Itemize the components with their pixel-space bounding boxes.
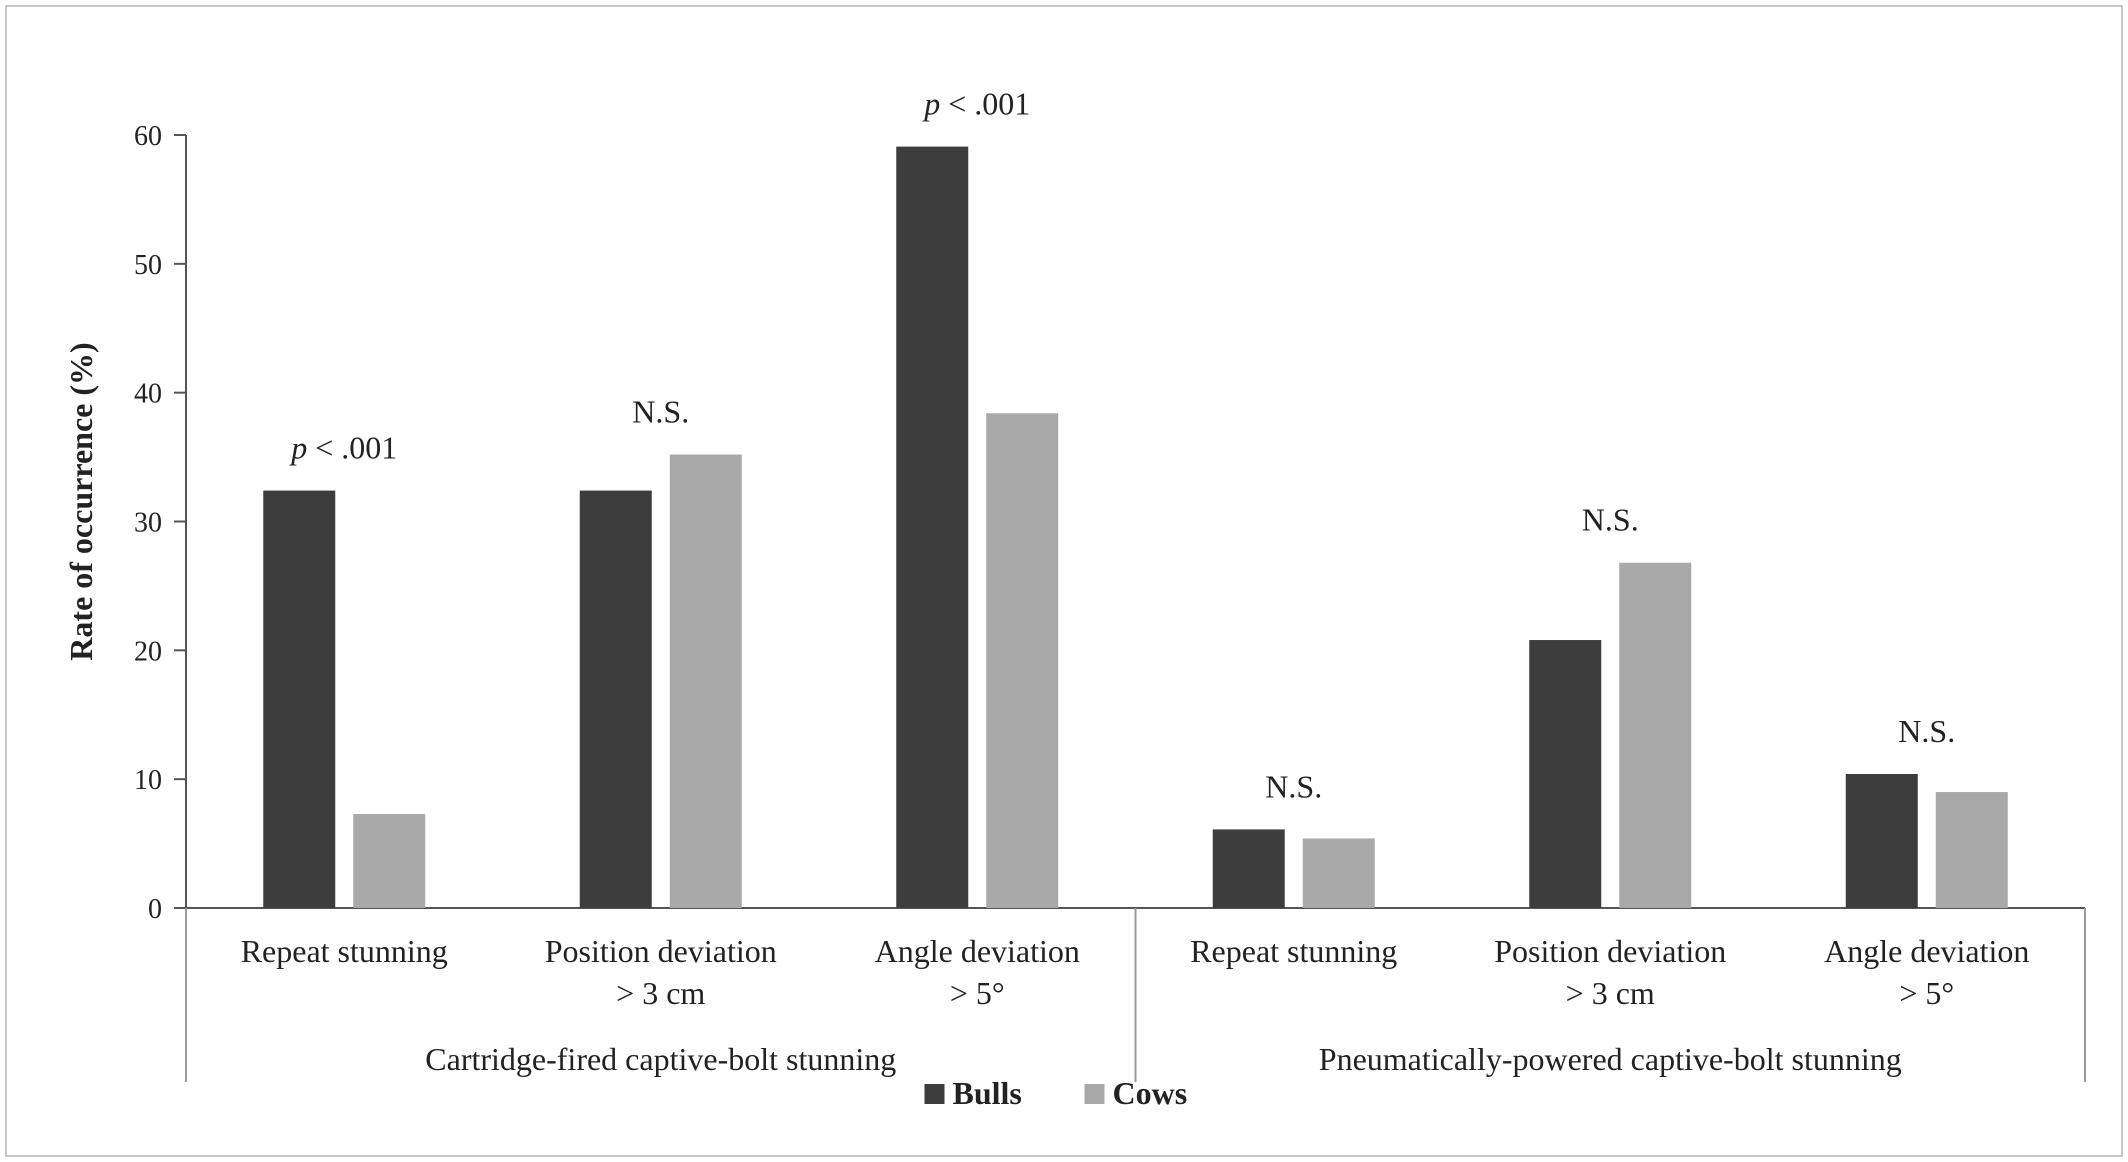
category-label-line: Angle deviation bbox=[875, 933, 1080, 969]
significance-p-symbol: p bbox=[289, 430, 315, 466]
axes: 0 10 20 30 40 50 60 Rate of occurrence (%) bbox=[63, 121, 2086, 1082]
significance-value: < .001 bbox=[948, 86, 1030, 122]
y-tick-label: 20 bbox=[134, 636, 162, 667]
significance-value: N.S. bbox=[632, 394, 689, 430]
significance-label: p < .001 bbox=[922, 86, 1030, 122]
y-tick-label: 30 bbox=[134, 508, 162, 539]
bar-bulls-4 bbox=[1529, 640, 1602, 908]
bar-bulls-3 bbox=[1212, 829, 1285, 908]
labels: Repeat stunning Position deviation > 3 cm A… bbox=[241, 86, 2030, 1077]
significance-label: N.S. bbox=[1582, 502, 1639, 538]
category-label: Position deviation > 3 cm bbox=[545, 933, 777, 1011]
bar-bulls-2 bbox=[896, 146, 969, 909]
significance-value: N.S. bbox=[1582, 502, 1639, 538]
category-label-line: Position deviation bbox=[1494, 933, 1726, 969]
bar-bulls-0 bbox=[263, 490, 336, 908]
legend-label-bulls: Bulls bbox=[953, 1075, 1022, 1111]
significance-p-symbol: p bbox=[922, 86, 948, 122]
y-tick-label: 0 bbox=[148, 894, 162, 925]
chart-frame bbox=[5, 5, 2123, 1157]
bar-cows-5 bbox=[1935, 792, 2008, 908]
bar-cows-1 bbox=[669, 454, 742, 908]
category-label: Position deviation > 3 cm bbox=[1494, 933, 1726, 1011]
category-label-line: > 5° bbox=[950, 975, 1005, 1011]
bar-bulls-5 bbox=[1845, 774, 1918, 908]
category-label-line: Repeat stunning bbox=[241, 933, 448, 969]
legend: Bulls Cows bbox=[924, 1075, 1188, 1111]
category-label-line: Position deviation bbox=[545, 933, 777, 969]
bar-cows-0 bbox=[353, 813, 426, 908]
legend-swatch-cows bbox=[1084, 1084, 1105, 1104]
category-label: Angle deviation > 5° bbox=[875, 933, 1080, 1011]
bar-cows-3 bbox=[1302, 838, 1375, 908]
y-tick-label: 10 bbox=[134, 765, 162, 796]
category-label: Repeat stunning bbox=[1190, 933, 1397, 969]
significance-label: N.S. bbox=[632, 394, 689, 430]
bar-cows-2 bbox=[986, 413, 1059, 908]
category-label-line: Repeat stunning bbox=[1190, 933, 1397, 969]
category-label-line: > 5° bbox=[1899, 975, 1954, 1011]
group-label: Cartridge-fired captive-bolt stunning bbox=[425, 1041, 896, 1077]
bar-bulls-1 bbox=[579, 490, 652, 908]
significance-value: N.S. bbox=[1265, 768, 1322, 804]
bars bbox=[263, 146, 2008, 909]
group-label: Pneumatically-powered captive-bolt stunn… bbox=[1319, 1041, 1902, 1077]
category-label: Repeat stunning bbox=[241, 933, 448, 969]
significance-label: N.S. bbox=[1265, 768, 1322, 804]
legend-label-cows: Cows bbox=[1113, 1075, 1188, 1111]
significance-value: N.S. bbox=[1898, 713, 1955, 749]
y-tick-label: 40 bbox=[134, 379, 162, 410]
significance-label: p < .001 bbox=[289, 430, 397, 466]
bar-cows-4 bbox=[1619, 562, 1692, 908]
category-label-line: > 3 cm bbox=[1566, 975, 1655, 1011]
legend-swatch-bulls bbox=[924, 1084, 945, 1104]
category-label: Angle deviation > 5° bbox=[1824, 933, 2029, 1011]
y-tick-label: 60 bbox=[134, 121, 162, 152]
significance-value: < .001 bbox=[315, 430, 397, 466]
category-label-line: Angle deviation bbox=[1824, 933, 2029, 969]
category-label-line: > 3 cm bbox=[616, 975, 705, 1011]
significance-label: N.S. bbox=[1898, 713, 1955, 749]
y-axis-title: Rate of occurrence (%) bbox=[63, 342, 99, 660]
y-tick-label: 50 bbox=[134, 250, 162, 281]
